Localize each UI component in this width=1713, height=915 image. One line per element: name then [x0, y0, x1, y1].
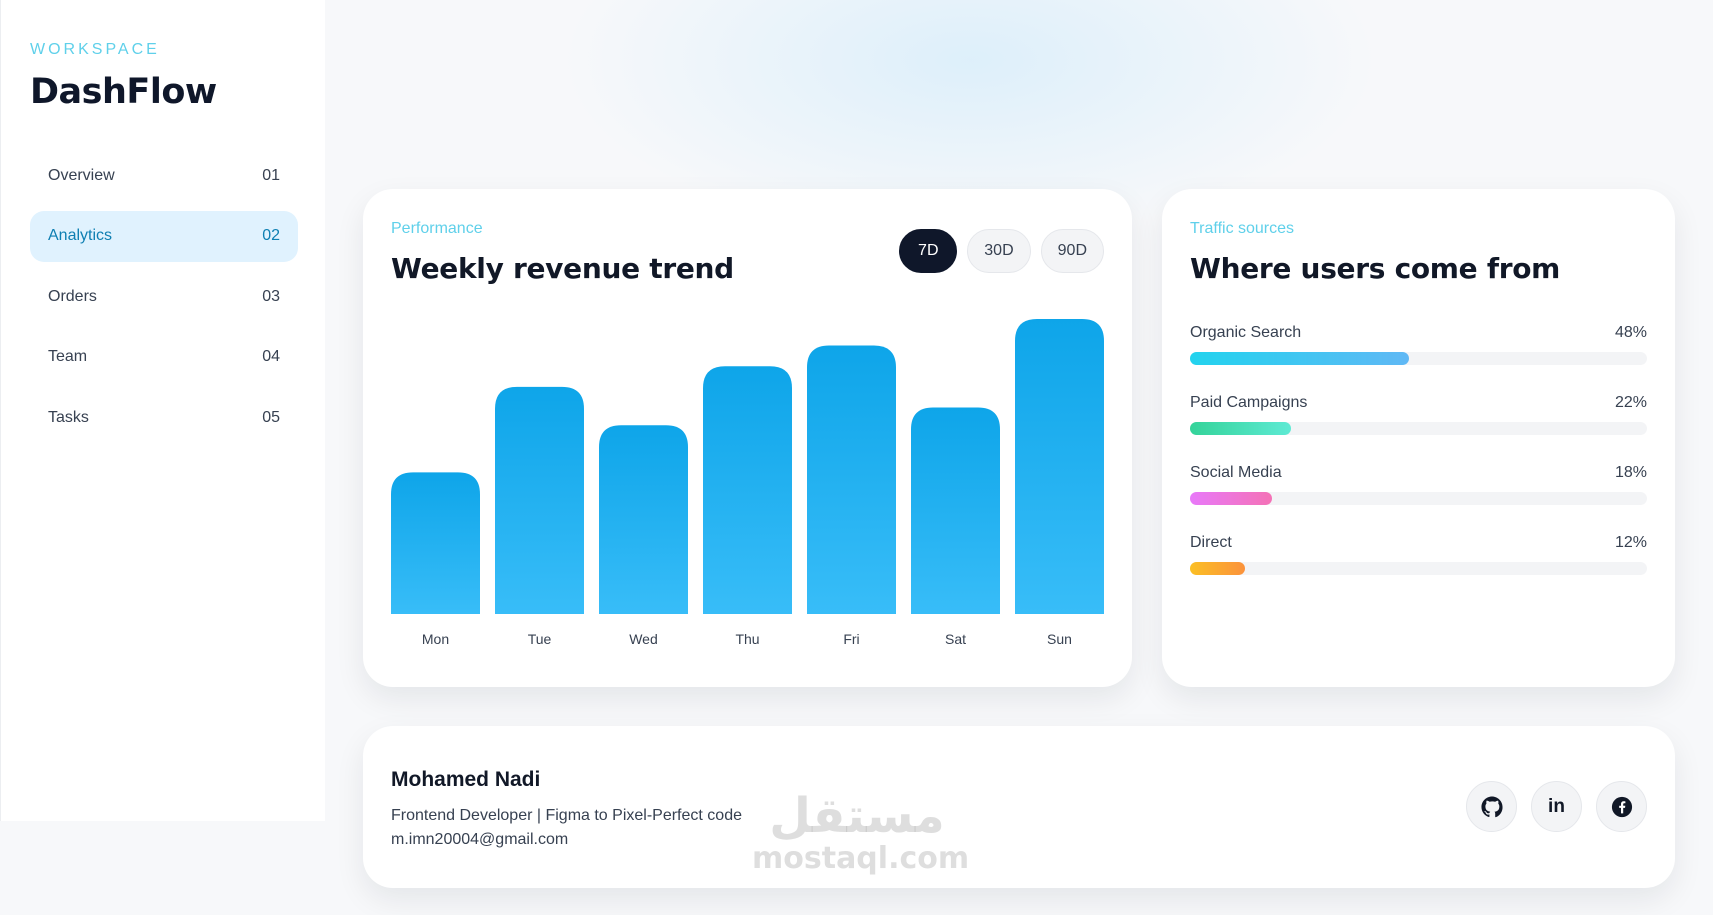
- source-percent: 18%: [1614, 464, 1647, 481]
- progress-fill: [1190, 422, 1291, 435]
- traffic-title: Where users come from: [1190, 252, 1561, 285]
- source-percent: 48%: [1614, 324, 1647, 341]
- progress-track: [1190, 352, 1647, 365]
- source-label: Social Media: [1190, 464, 1282, 481]
- linkedin-icon[interactable]: in: [1531, 781, 1582, 832]
- traffic-card: Traffic sources Where users come from Or…: [1162, 189, 1675, 687]
- source-social-media: Social Media 18%: [1190, 464, 1647, 534]
- source-direct: Direct 12%: [1190, 534, 1647, 604]
- profile-name: Mohamed Nadi: [391, 768, 541, 791]
- range-30d-button[interactable]: 30D: [967, 229, 1031, 273]
- social-links: in: [1466, 781, 1647, 832]
- workspace-label: WORKSPACE: [30, 41, 160, 58]
- x-tick-label-fri: Fri: [843, 631, 859, 647]
- range-7d-button[interactable]: 7D: [899, 229, 958, 273]
- sidebar-item-team[interactable]: Team 04: [30, 332, 298, 383]
- sidebar-item-overview[interactable]: Overview 01: [30, 150, 298, 201]
- bar-thu[interactable]: [703, 366, 792, 614]
- revenue-bar-chart: Mon Tue Wed Thu Fri Sat Sun: [391, 319, 1104, 647]
- sidebar-item-label: Tasks: [48, 408, 89, 426]
- sidebar-item-label: Team: [48, 348, 88, 365]
- source-organic-search: Organic Search 48%: [1190, 324, 1647, 394]
- revenue-title: Weekly revenue trend: [391, 252, 734, 285]
- sidebar-item-label: Analytics: [48, 227, 113, 244]
- source-label: Organic Search: [1190, 324, 1302, 341]
- range-90d-button[interactable]: 90D: [1040, 229, 1104, 273]
- x-tick-label-sat: Sat: [945, 631, 966, 647]
- sidebar-item-number: 01: [262, 166, 280, 184]
- bar-tue[interactable]: [495, 386, 584, 614]
- sidebar-item-tasks[interactable]: Tasks 05: [30, 392, 298, 443]
- profile-role: Frontend Developer | Figma to Pixel-Perf…: [391, 807, 742, 824]
- source-label: Paid Campaigns: [1190, 394, 1308, 411]
- x-tick-label-mon: Mon: [422, 631, 449, 647]
- x-tick-label-thu: Thu: [735, 631, 759, 647]
- brand-title: DashFlow: [30, 72, 217, 112]
- sidebar-item-orders[interactable]: Orders 03: [30, 271, 298, 322]
- progress-track: [1190, 562, 1647, 575]
- bar-mon[interactable]: [391, 472, 480, 614]
- progress-track: [1190, 422, 1647, 435]
- sidebar-item-analytics[interactable]: Analytics 02: [30, 210, 298, 262]
- sidebar-item-number: 03: [262, 287, 280, 305]
- progress-fill: [1190, 562, 1245, 575]
- sidebar-item-label: Overview: [48, 166, 115, 184]
- sidebar-nav: Overview 01 Analytics 02 Orders 03 Team …: [30, 150, 298, 453]
- bar-wed[interactable]: [599, 425, 688, 614]
- bar-sat[interactable]: [911, 407, 1000, 615]
- sidebar: WORKSPACE DashFlow Overview 01 Analytics…: [0, 0, 325, 821]
- progress-fill: [1190, 492, 1273, 505]
- profile-email: m.imn20004@gmail.com: [391, 831, 569, 848]
- progress-track: [1190, 492, 1647, 505]
- source-percent: 22%: [1614, 394, 1647, 411]
- revenue-eyebrow: Performance: [391, 220, 483, 237]
- bar-fri[interactable]: [807, 345, 896, 614]
- range-selector: 7D 30D 90D: [899, 229, 1104, 273]
- sidebar-item-number: 05: [262, 408, 280, 426]
- source-label: Direct: [1190, 534, 1232, 551]
- facebook-icon[interactable]: [1596, 781, 1647, 832]
- github-icon[interactable]: [1466, 781, 1517, 832]
- sidebar-item-label: Orders: [48, 287, 97, 305]
- x-tick-label-wed: Wed: [629, 631, 658, 647]
- traffic-eyebrow: Traffic sources: [1190, 220, 1295, 237]
- x-tick-label-sun: Sun: [1047, 631, 1072, 647]
- source-percent: 12%: [1614, 534, 1647, 551]
- profile-card: Mohamed Nadi Frontend Developer | Figma …: [363, 726, 1675, 888]
- bar-sun[interactable]: [1015, 319, 1104, 614]
- sidebar-item-number: 02: [262, 227, 280, 244]
- progress-fill: [1190, 352, 1410, 365]
- revenue-card: Performance Weekly revenue trend 7D 30D …: [363, 189, 1132, 687]
- x-tick-label-tue: Tue: [528, 631, 552, 647]
- source-paid-campaigns: Paid Campaigns 22%: [1190, 394, 1647, 464]
- traffic-source-list: Organic Search 48% Paid Campaigns 22% So…: [1190, 324, 1647, 604]
- sidebar-item-number: 04: [262, 348, 280, 365]
